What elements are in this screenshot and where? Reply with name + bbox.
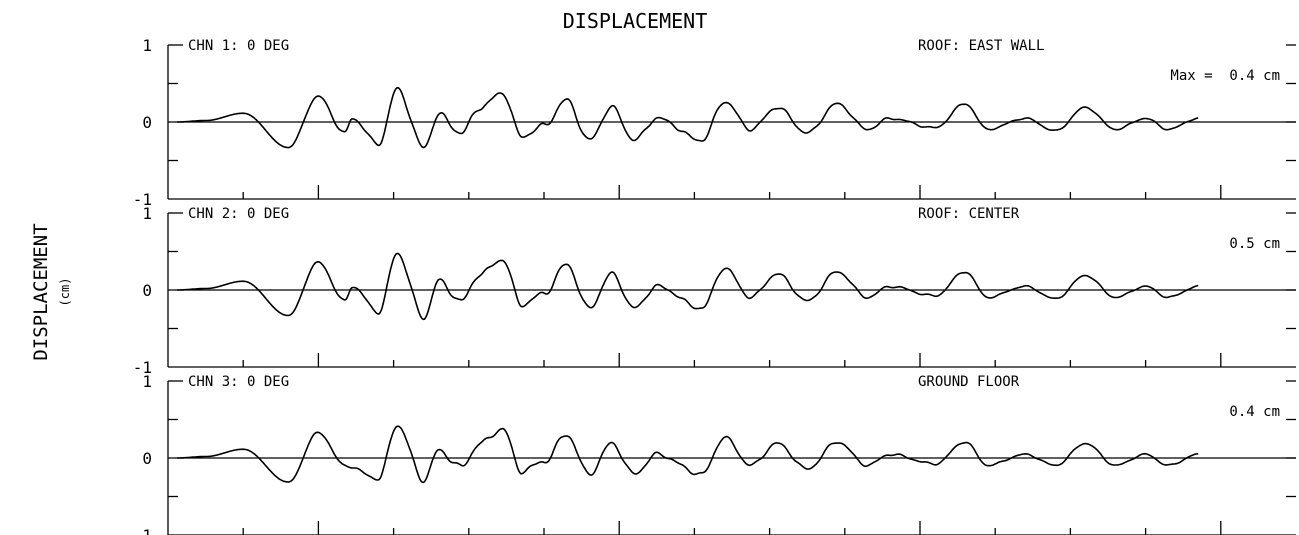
y-axis-label: DISPLACEMENT <box>30 223 52 360</box>
max-label: 0.5 cm <box>1229 236 1280 252</box>
y-tick-label: 0 <box>142 449 152 468</box>
y-tick-label: 1 <box>142 36 152 55</box>
y-tick-label: -1 <box>133 526 152 535</box>
channel-label: CHN 1: 0 DEG <box>188 38 289 54</box>
channel-label: CHN 3: 0 DEG <box>188 374 289 390</box>
y-tick-label: -1 <box>133 190 152 209</box>
y-tick-label: -1 <box>133 358 152 377</box>
chart-title: DISPLACEMENT <box>563 9 708 33</box>
y-tick-label: 1 <box>142 204 152 223</box>
panel-2: 1 0 -1 CHN 2: 0 DEG ROOF: CENTER 0.5 cm <box>133 204 1296 377</box>
displacement-trace <box>177 425 1199 484</box>
displacement-trace <box>177 86 1199 149</box>
y-tick-label: 0 <box>142 113 152 132</box>
max-label: 0.4 cm <box>1229 404 1280 420</box>
displacement-trace <box>177 252 1199 321</box>
y-axis-unit: (cm) <box>58 278 72 307</box>
panel-1: 1 0 -1 CHN 1: 0 DEG ROOF: EAST WALL Max = 0.4… <box>133 36 1296 209</box>
location-label: ROOF: CENTER <box>918 206 1020 222</box>
location-label: GROUND FLOOR <box>918 374 1020 390</box>
y-tick-label: 1 <box>142 372 152 391</box>
y-tick-label: 0 <box>142 281 152 300</box>
location-label: ROOF: EAST WALL <box>918 38 1044 54</box>
panels-group: 1 0 -1 CHN 1: 0 DEG ROOF: EAST WALL Max = 0.4… <box>133 36 1296 535</box>
panel-3: 1 0 -1 CHN 3: 0 DEG GROUND FLOOR 0.4 cm <box>133 372 1296 535</box>
max-label: Max = 0.4 cm <box>1170 68 1280 84</box>
channel-label: CHN 2: 0 DEG <box>188 206 289 222</box>
